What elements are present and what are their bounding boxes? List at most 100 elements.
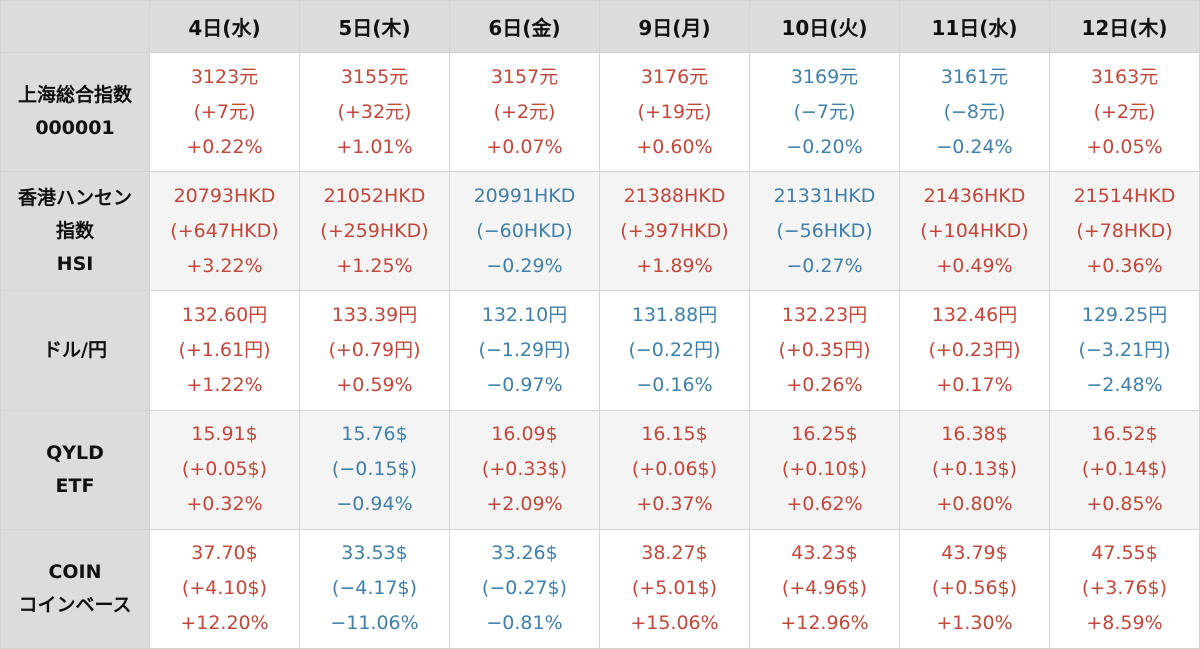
cell-pct: +12.96% (780, 612, 869, 635)
data-cell: 38.27$ (+5.01$) +15.06% (599, 528, 750, 649)
data-cell: 3157元 (+2元) +0.07% (449, 51, 600, 173)
data-cell: 37.70$ (+4.10$) +12.20% (149, 528, 300, 649)
cell-price: 16.15$ (641, 423, 708, 446)
cell-change: (+259HKD) (320, 219, 429, 242)
cell-price: 21388HKD (623, 184, 726, 207)
table-row: ドル/円 132.60円 (+1.61円) +1.22% 133.39円 (+0.79円)… (0, 290, 1200, 411)
data-cell: 15.76$ (−0.15$) −0.94% (299, 409, 450, 530)
cell-pct: +15.06% (630, 612, 719, 635)
data-cell: 3163元 (+2元) +0.05% (1049, 51, 1200, 173)
cell-pct: +0.36% (1086, 254, 1163, 277)
cell-price: 3163元 (1090, 65, 1159, 88)
row-label: ドル/円 (0, 290, 150, 411)
data-cell: 16.25$ (+0.10$) +0.62% (749, 409, 900, 530)
data-cell: 131.88円 (−0.22円) −0.16% (599, 290, 750, 411)
data-cell: 3155元 (+32元) +1.01% (299, 51, 450, 173)
row-label: 香港ハンセン 指数 HSI (0, 171, 150, 292)
row-label: QYLD ETF (0, 409, 150, 530)
cell-pct: +0.17% (936, 373, 1013, 396)
cell-change: (+19元) (637, 100, 712, 123)
cell-pct: −2.48% (1086, 373, 1163, 396)
cell-pct: −0.20% (786, 135, 863, 158)
data-cell: 132.60円 (+1.61円) +1.22% (149, 290, 300, 411)
data-cell: 21436HKD (+104HKD) +0.49% (899, 171, 1050, 292)
cell-change: (+0.13$) (931, 458, 1018, 481)
cell-price: 3176元 (640, 65, 709, 88)
column-header: 11日(水) (899, 0, 1050, 53)
cell-pct: −0.16% (636, 373, 713, 396)
cell-price: 20991HKD (473, 184, 576, 207)
row-label-line: 上海総合指数 (17, 84, 132, 107)
cell-price: 43.23$ (791, 542, 858, 565)
row-label-line: COIN (48, 560, 102, 583)
cell-price: 3123元 (190, 65, 259, 88)
cell-change: (+78HKD) (1076, 219, 1173, 242)
row-label-line: ETF (55, 474, 95, 497)
data-cell: 132.10円 (−1.29円) −0.97% (449, 290, 600, 411)
cell-price: 133.39円 (331, 303, 418, 326)
data-cell: 43.23$ (+4.96$) +12.96% (749, 528, 900, 649)
data-cell: 20991HKD (−60HKD) −0.29% (449, 171, 600, 292)
cell-change: (+3.76$) (1081, 577, 1168, 600)
cell-price: 33.26$ (491, 542, 558, 565)
cell-change: (+5.01$) (631, 577, 718, 600)
data-cell: 16.52$ (+0.14$) +0.85% (1049, 409, 1200, 530)
cell-change: (+104HKD) (920, 219, 1029, 242)
cell-price: 15.76$ (341, 423, 408, 446)
cell-pct: +0.85% (1086, 493, 1163, 516)
cell-price: 132.10円 (481, 303, 568, 326)
column-header: 4日(水) (149, 0, 300, 53)
cell-price: 132.23円 (781, 303, 868, 326)
table-row: 上海総合指数 000001 3123元 (+7元) +0.22% 3155元 (+32元) +… (0, 51, 1200, 173)
cell-pct: −0.97% (486, 373, 563, 396)
cell-price: 129.25円 (1081, 303, 1168, 326)
row-label: COIN コインベース (0, 528, 150, 649)
cell-price: 16.09$ (491, 423, 558, 446)
cell-change: (+0.10$) (781, 458, 868, 481)
cell-price: 21514HKD (1073, 184, 1176, 207)
cell-pct: +1.25% (336, 254, 413, 277)
cell-change: (+2元) (493, 100, 556, 123)
cell-price: 21052HKD (323, 184, 426, 207)
row-label-line: HSI (56, 252, 94, 275)
cell-price: 16.38$ (941, 423, 1008, 446)
header-row: 4日(水) 5日(木) 6日(金) 9日(月) 10日(火) 11日(水) 12… (0, 0, 1200, 53)
row-label-line: 指数 (55, 219, 94, 242)
cell-pct: −0.24% (936, 135, 1013, 158)
cell-change: (−3.21円) (1078, 338, 1171, 361)
cell-change: (+4.96$) (781, 577, 868, 600)
cell-change: (−0.27$) (481, 577, 568, 600)
table-row: QYLD ETF 15.91$ (+0.05$) +0.32% 15.76$ (−0.15$… (0, 409, 1200, 530)
cell-price: 38.27$ (641, 542, 708, 565)
cell-change: (+0.35円) (778, 338, 871, 361)
cell-change: (+0.14$) (1081, 458, 1168, 481)
cell-pct: +2.09% (486, 493, 563, 516)
cell-change: (+0.33$) (481, 458, 568, 481)
cell-price: 16.52$ (1091, 423, 1158, 446)
cell-price: 131.88円 (631, 303, 718, 326)
cell-price: 3169元 (790, 65, 859, 88)
cell-price: 16.25$ (791, 423, 858, 446)
table-body: 上海総合指数 000001 3123元 (+7元) +0.22% 3155元 (+32元) +… (0, 51, 1200, 649)
data-cell: 3123元 (+7元) +0.22% (149, 51, 300, 173)
cell-price: 3161元 (940, 65, 1009, 88)
data-cell: 33.53$ (−4.17$) −11.06% (299, 528, 450, 649)
cell-change: (+1.61円) (178, 338, 271, 361)
cell-price: 3155元 (340, 65, 409, 88)
data-cell: 3176元 (+19元) +0.60% (599, 51, 750, 173)
row-label-line: 香港ハンセン (17, 186, 132, 209)
cell-pct: +1.22% (186, 373, 263, 396)
header-corner (0, 0, 150, 53)
data-cell: 16.09$ (+0.33$) +2.09% (449, 409, 600, 530)
cell-change: (−7元) (793, 100, 856, 123)
row-label-line: コインベース (18, 593, 132, 616)
cell-change: (+7元) (193, 100, 256, 123)
cell-price: 15.91$ (191, 423, 258, 446)
data-cell: 132.46円 (+0.23円) +0.17% (899, 290, 1050, 411)
cell-change: (+647HKD) (170, 219, 279, 242)
data-cell: 47.55$ (+3.76$) +8.59% (1049, 528, 1200, 649)
cell-pct: +12.20% (180, 612, 269, 635)
cell-change: (+397HKD) (620, 219, 729, 242)
data-cell: 21514HKD (+78HKD) +0.36% (1049, 171, 1200, 292)
